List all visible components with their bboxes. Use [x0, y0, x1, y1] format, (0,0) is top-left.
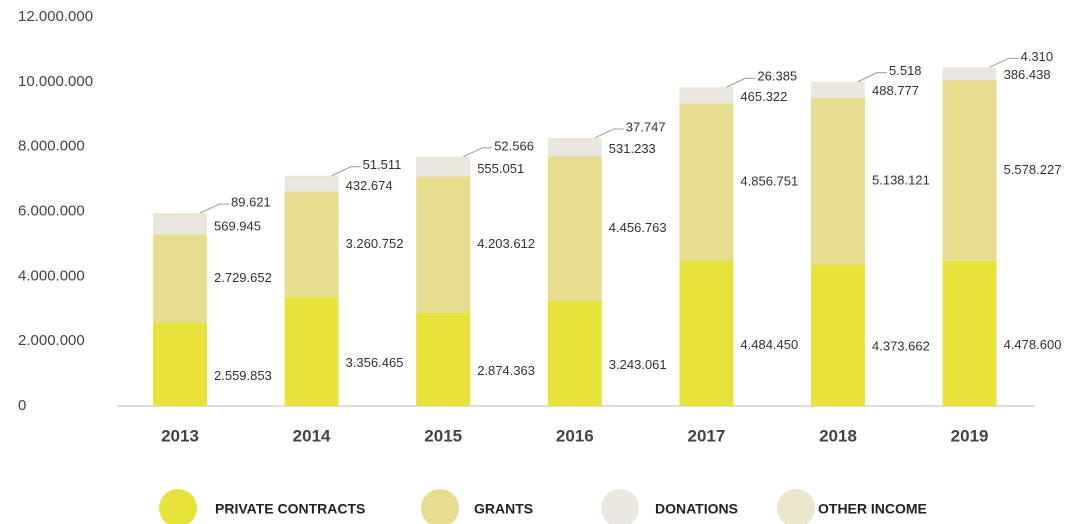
bar-segment	[153, 234, 207, 324]
bar-segment	[153, 323, 207, 406]
value-label: 37.747	[626, 119, 666, 134]
bar-segment	[942, 79, 997, 261]
y-tick-label: 12.000.000	[18, 8, 93, 25]
y-tick-label: 8.000.000	[18, 138, 85, 155]
value-label: 2.559.853	[214, 368, 272, 383]
value-label: 569.945	[214, 219, 261, 234]
bar-segment	[547, 156, 602, 301]
value-label: 386.438	[1004, 67, 1051, 82]
value-label: 555.051	[477, 161, 524, 176]
leader-line	[726, 77, 756, 88]
leader-line	[989, 57, 1019, 68]
bar-segment	[679, 260, 734, 406]
value-label: 3.243.061	[609, 357, 667, 372]
bar-segment	[284, 177, 339, 192]
bar-segment	[547, 300, 602, 406]
value-label: 4.856.751	[740, 173, 798, 188]
x-tick-label: 2017	[687, 426, 725, 445]
x-tick-label: 2014	[293, 426, 331, 445]
x-tick-label: 2018	[819, 426, 857, 445]
value-label: 531.233	[609, 141, 656, 156]
bar-segment	[153, 213, 207, 217]
value-label: 4.456.763	[609, 220, 667, 235]
value-label: 432.674	[346, 178, 393, 193]
x-tick-label: 2013	[161, 426, 199, 445]
leader-line	[199, 203, 229, 214]
x-tick-label: 2015	[424, 426, 462, 445]
value-label: 5.518	[889, 63, 922, 78]
value-label: 4.373.662	[872, 339, 930, 354]
bar-segment	[679, 103, 734, 261]
value-label: 488.777	[872, 83, 919, 98]
bar-segment	[284, 191, 339, 298]
bar-segment	[153, 216, 207, 235]
legend-label: DONATIONS	[655, 501, 738, 517]
bar-segment	[416, 156, 471, 159]
bar-segment	[284, 297, 339, 406]
bar-segment	[942, 260, 997, 406]
leader-line	[594, 128, 624, 139]
y-tick-label: 0	[18, 397, 26, 414]
x-tick-label: 2016	[556, 426, 594, 445]
x-tick-label: 2019	[951, 426, 989, 445]
legend-swatch	[421, 489, 459, 524]
bar-segment	[284, 175, 339, 178]
legend-label: GRANTS	[474, 501, 533, 517]
bar-segment	[942, 67, 997, 80]
bar-segment	[679, 88, 734, 104]
legend-label: PRIVATE CONTRACTS	[215, 501, 365, 517]
value-label: 52.566	[494, 138, 534, 153]
leader-line	[857, 72, 887, 83]
legend-swatch	[601, 489, 639, 524]
bar-segment	[811, 81, 865, 98]
legend-swatch	[777, 489, 815, 524]
leader-line	[462, 147, 493, 158]
value-label: 5.138.121	[872, 172, 930, 187]
legend-swatch	[159, 489, 197, 524]
y-tick-label: 6.000.000	[18, 202, 85, 219]
value-label: 89.621	[231, 195, 271, 210]
bar-segment	[811, 97, 865, 265]
bar-segment	[416, 312, 471, 406]
value-label: 465.322	[740, 89, 787, 104]
value-label: 3.356.465	[346, 355, 404, 370]
bar-segment	[547, 137, 602, 140]
value-label: 4.484.450	[740, 337, 798, 352]
y-tick-label: 2.000.000	[18, 332, 85, 349]
leader-line	[331, 166, 361, 177]
value-label: 5.578.227	[1004, 162, 1062, 177]
bar-segment	[679, 87, 734, 89]
y-tick-label: 10.000.000	[18, 73, 93, 90]
value-label: 2.729.652	[214, 270, 272, 285]
bar-segment	[811, 264, 865, 406]
y-tick-label: 4.000.000	[18, 267, 85, 284]
value-label: 26.385	[757, 69, 797, 84]
bar-segment	[416, 158, 471, 177]
value-label: 4.310	[1021, 49, 1054, 64]
bar-segment	[547, 139, 602, 157]
value-label: 4.478.600	[1004, 337, 1062, 352]
value-label: 51.511	[363, 157, 402, 172]
value-label: 3.260.752	[346, 236, 404, 251]
value-label: 4.203.612	[477, 236, 535, 251]
bar-segment	[416, 176, 471, 313]
legend-label: OTHER INCOME	[818, 501, 927, 517]
value-label: 2.874.363	[477, 363, 535, 378]
